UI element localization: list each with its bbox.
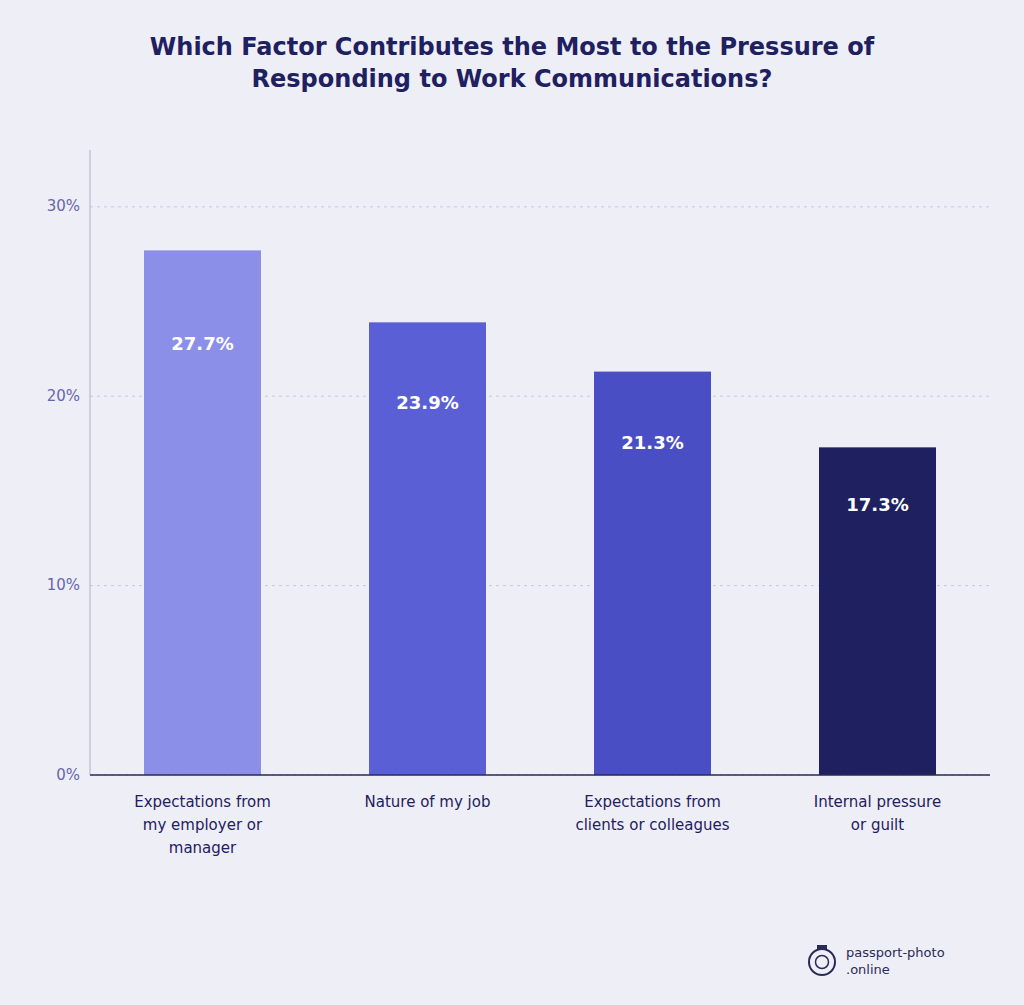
chart: Which Factor Contributes the Most to the… (0, 0, 1024, 1005)
x-tick-label: Expectations frommy employer ormanager (134, 793, 271, 857)
data-label: 23.9% (396, 392, 458, 413)
x-tick-label: Nature of my job (365, 793, 491, 811)
watermark: passport-photo.online (846, 945, 945, 977)
y-tick-label: 20% (47, 387, 80, 405)
data-label: 27.7% (171, 333, 233, 354)
x-axis-line (90, 774, 990, 776)
y-tick-label: 0% (56, 766, 80, 784)
logo-icon (809, 945, 835, 975)
grid-line (90, 206, 990, 207)
y-axis-line (90, 150, 91, 775)
data-label: 21.3% (621, 432, 683, 453)
y-tick-label: 30% (47, 197, 80, 215)
x-tick-label: Internal pressureor guilt (814, 793, 941, 834)
background (0, 0, 1024, 1005)
grid (90, 207, 990, 775)
bars (144, 250, 936, 775)
bar (144, 250, 261, 775)
bar (594, 372, 711, 775)
x-tick-label: Expectations fromclients or colleagues (575, 793, 729, 834)
bar (819, 447, 936, 775)
y-tick-label: 10% (47, 576, 80, 594)
data-labels: 27.7% 23.9% 21.3% 17.3% (171, 333, 908, 516)
data-label: 17.3% (846, 494, 908, 515)
bar (369, 322, 486, 775)
grid-line (90, 775, 990, 776)
title: Which Factor Contributes the Most to the… (150, 33, 875, 93)
